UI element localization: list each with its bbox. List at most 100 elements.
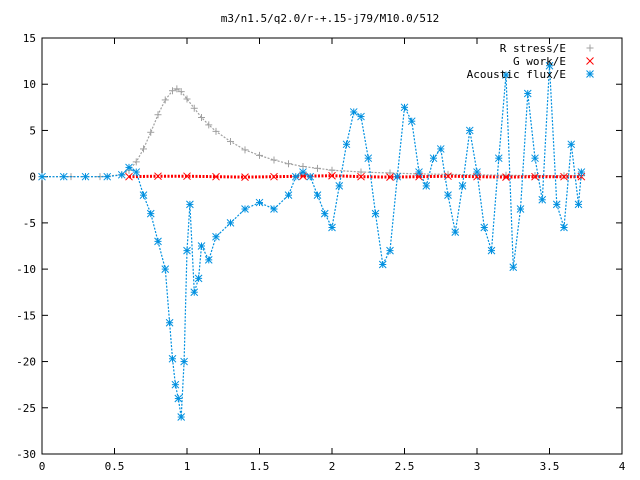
data-point bbox=[487, 246, 496, 255]
legend-label: R stress/E bbox=[500, 42, 566, 55]
series-line bbox=[42, 65, 582, 418]
plot-frame bbox=[41, 37, 623, 455]
series-2 bbox=[125, 171, 586, 181]
data-point bbox=[299, 168, 307, 176]
series-line bbox=[42, 88, 582, 178]
data-point bbox=[125, 163, 133, 172]
data-point bbox=[567, 140, 576, 149]
data-point bbox=[147, 128, 155, 136]
series-3 bbox=[38, 61, 586, 421]
data-point bbox=[183, 95, 191, 103]
data-point bbox=[284, 191, 293, 200]
y-tick-label: -15 bbox=[16, 309, 36, 322]
data-point bbox=[313, 191, 322, 200]
data-point bbox=[415, 168, 423, 176]
data-point bbox=[328, 171, 336, 180]
data-point bbox=[386, 169, 394, 177]
data-point bbox=[371, 209, 380, 218]
data-point bbox=[256, 151, 263, 159]
y-tick-label: 0 bbox=[29, 171, 36, 184]
data-point bbox=[407, 117, 416, 126]
x-tick-label: 2 bbox=[329, 460, 336, 473]
legend-label: Acoustic flux/E bbox=[467, 68, 566, 81]
data-point bbox=[169, 87, 176, 95]
y-tick-label: -30 bbox=[16, 448, 36, 461]
x-tick-label: 1 bbox=[184, 460, 191, 473]
data-point bbox=[386, 246, 394, 255]
data-point bbox=[139, 191, 148, 200]
data-point bbox=[378, 260, 387, 269]
data-point bbox=[103, 172, 112, 181]
legend-marker bbox=[586, 44, 594, 52]
data-point bbox=[190, 104, 198, 112]
data-point bbox=[285, 160, 292, 168]
data-point bbox=[538, 195, 547, 204]
data-point bbox=[241, 173, 249, 181]
y-axis: 15 10 5 0 -5 -10 -15 -20 -25 -30 bbox=[16, 32, 622, 461]
data-point bbox=[186, 200, 194, 209]
data-point bbox=[180, 357, 188, 366]
data-point bbox=[291, 172, 300, 181]
data-point bbox=[444, 191, 452, 200]
data-point bbox=[197, 242, 206, 250]
data-point bbox=[465, 126, 474, 135]
data-point bbox=[494, 154, 503, 163]
data-point bbox=[81, 172, 90, 181]
data-point bbox=[531, 172, 539, 181]
data-point bbox=[194, 274, 203, 283]
data-point bbox=[212, 127, 220, 135]
data-point bbox=[255, 198, 264, 207]
x-tick-label: 3.5 bbox=[540, 460, 560, 473]
data-point bbox=[531, 154, 539, 163]
data-point bbox=[270, 205, 278, 213]
y-tick-label: -10 bbox=[16, 263, 36, 276]
series-line bbox=[128, 174, 582, 179]
data-point bbox=[227, 138, 234, 146]
data-point bbox=[168, 354, 177, 363]
data-point bbox=[320, 209, 329, 218]
y-tick-label: -25 bbox=[16, 402, 36, 415]
data-point bbox=[349, 108, 358, 116]
data-point bbox=[177, 413, 186, 421]
data-point bbox=[560, 172, 568, 181]
data-point bbox=[458, 182, 467, 190]
data-point bbox=[577, 168, 586, 176]
data-point bbox=[165, 318, 174, 327]
data-point bbox=[328, 166, 336, 174]
data-point bbox=[183, 172, 191, 181]
data-point bbox=[198, 114, 205, 122]
x-tick-label: 0.5 bbox=[105, 460, 125, 473]
y-tick-label: -5 bbox=[23, 217, 36, 230]
data-point bbox=[183, 246, 191, 255]
data-point bbox=[357, 112, 365, 121]
y-tick-label: -20 bbox=[16, 356, 36, 369]
data-point bbox=[161, 96, 169, 104]
data-point bbox=[226, 219, 235, 227]
data-point bbox=[146, 209, 155, 218]
data-point bbox=[132, 158, 140, 166]
x-tick-label: 4 bbox=[619, 460, 626, 473]
data-point bbox=[560, 223, 568, 232]
data-point bbox=[516, 205, 525, 213]
data-point bbox=[59, 172, 68, 181]
data-point bbox=[364, 154, 373, 163]
data-point bbox=[205, 121, 213, 129]
data-point bbox=[132, 168, 141, 176]
x-tick-label: 3 bbox=[474, 460, 481, 473]
data-point bbox=[154, 237, 162, 246]
data-point bbox=[140, 145, 147, 153]
series-1 bbox=[38, 85, 585, 181]
data-point bbox=[400, 103, 409, 112]
data-point bbox=[422, 182, 431, 190]
data-point bbox=[177, 88, 185, 96]
data-point bbox=[154, 111, 162, 119]
y-tick-label: 15 bbox=[23, 32, 36, 45]
data-point bbox=[342, 140, 351, 149]
x-tick-label: 0 bbox=[39, 460, 46, 473]
data-point bbox=[190, 288, 199, 297]
data-point bbox=[241, 205, 249, 213]
x-tick-label: 1.5 bbox=[250, 460, 270, 473]
data-point bbox=[393, 172, 402, 181]
